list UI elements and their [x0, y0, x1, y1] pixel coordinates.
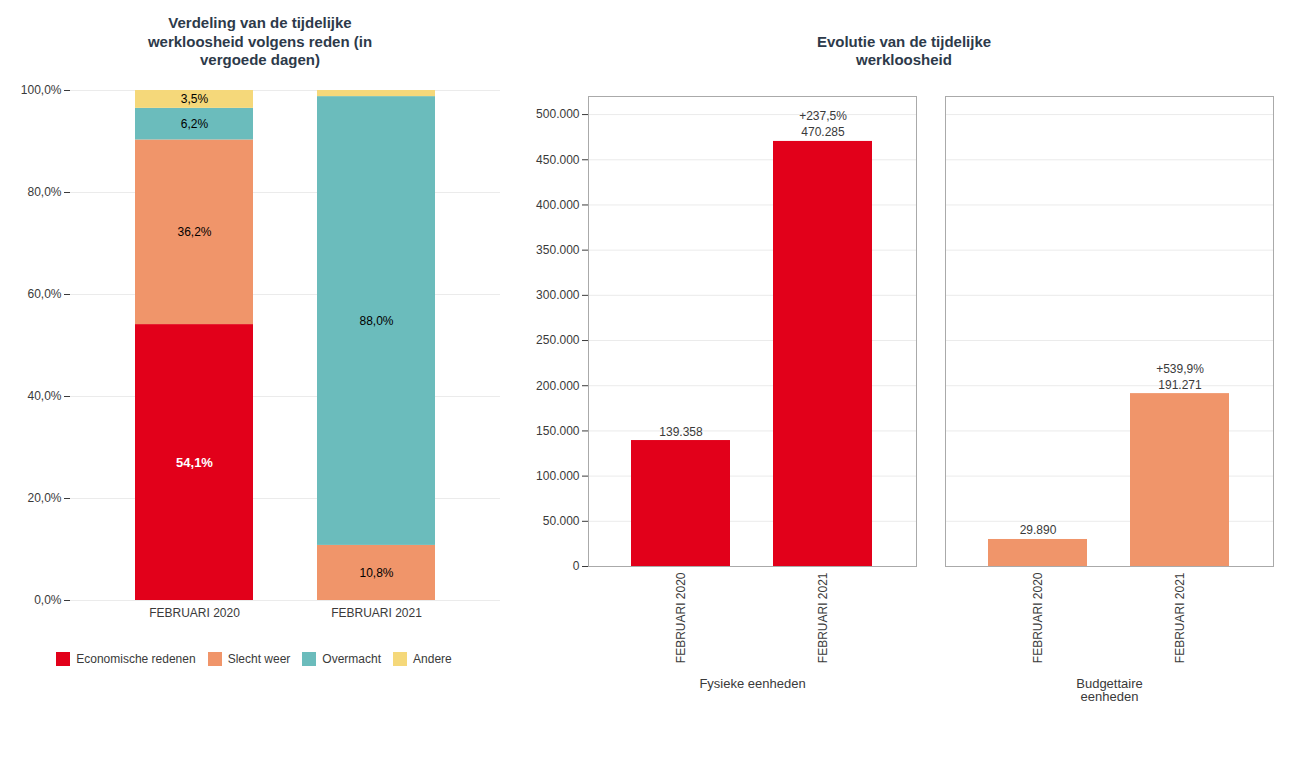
svg-text:500.000: 500.000 — [536, 107, 580, 121]
svg-text:+539,9%: +539,9% — [1156, 362, 1204, 376]
svg-text:0: 0 — [573, 559, 580, 573]
html-text:Slecht weer: Slecht weer — [227, 651, 291, 666]
html-text:Andere: Andere — [413, 651, 452, 666]
svg-text:20,0%: 20,0% — [27, 491, 61, 505]
svg-text:88,0%: 88,0% — [359, 314, 393, 328]
svg-text:36,2%: 36,2% — [177, 225, 211, 239]
svg-text:3,5%: 3,5% — [181, 92, 209, 106]
svg-text:60,0%: 60,0% — [27, 287, 61, 301]
svg-text:250.000: 250.000 — [536, 333, 580, 347]
svg-text:40,0%: 40,0% — [27, 389, 61, 403]
svg-text:FEBRUARI 2021: FEBRUARI 2021 — [1173, 572, 1187, 663]
svg-text:+237,5%: +237,5% — [799, 109, 847, 123]
svg-text:6,2%: 6,2% — [181, 117, 209, 131]
svg-text:470.285: 470.285 — [801, 125, 845, 139]
html-text:Evolutie van de tijdelijke wer: Evolutie van de tijdelijke werkloosheid — [816, 32, 992, 69]
svg-text:80,0%: 80,0% — [27, 185, 61, 199]
svg-text:200.000: 200.000 — [536, 379, 580, 393]
svg-text:Fysieke eenheden: Fysieke eenheden — [699, 676, 805, 691]
svg-text:150.000: 150.000 — [536, 424, 580, 438]
svg-text:0,0%: 0,0% — [34, 593, 62, 607]
svg-text:450.000: 450.000 — [536, 153, 580, 167]
svg-text:FEBRUARI 2021: FEBRUARI 2021 — [816, 572, 830, 663]
svg-text:FEBRUARI 2020: FEBRUARI 2020 — [674, 572, 688, 663]
html-text:Verdeling van de tijdelijke we: Verdeling van de tijdelijke werkloosheid… — [147, 13, 373, 69]
html-text:Economische redenen: Economische redenen — [76, 651, 196, 666]
svg-text:Budgettaireeenheden: Budgettaireeenheden — [1076, 676, 1143, 704]
svg-text:FEBRUARI 2020: FEBRUARI 2020 — [149, 606, 240, 620]
html-text:Overmacht: Overmacht — [322, 651, 381, 666]
svg-text:29.890: 29.890 — [1020, 523, 1057, 537]
svg-text:100.000: 100.000 — [536, 469, 580, 483]
svg-text:100,0%: 100,0% — [21, 83, 62, 97]
svg-text:139.358: 139.358 — [659, 425, 703, 439]
svg-text:FEBRUARI 2021: FEBRUARI 2021 — [331, 606, 422, 620]
svg-text:54,1%: 54,1% — [176, 455, 213, 470]
svg-text:FEBRUARI 2020: FEBRUARI 2020 — [1031, 572, 1045, 663]
svg-text:10,8%: 10,8% — [359, 566, 393, 580]
svg-text:350.000: 350.000 — [536, 243, 580, 257]
svg-text:50.000: 50.000 — [543, 514, 580, 528]
svg-text:191.271: 191.271 — [1158, 378, 1202, 392]
svg-text:300.000: 300.000 — [536, 288, 580, 302]
svg-text:400.000: 400.000 — [536, 198, 580, 212]
